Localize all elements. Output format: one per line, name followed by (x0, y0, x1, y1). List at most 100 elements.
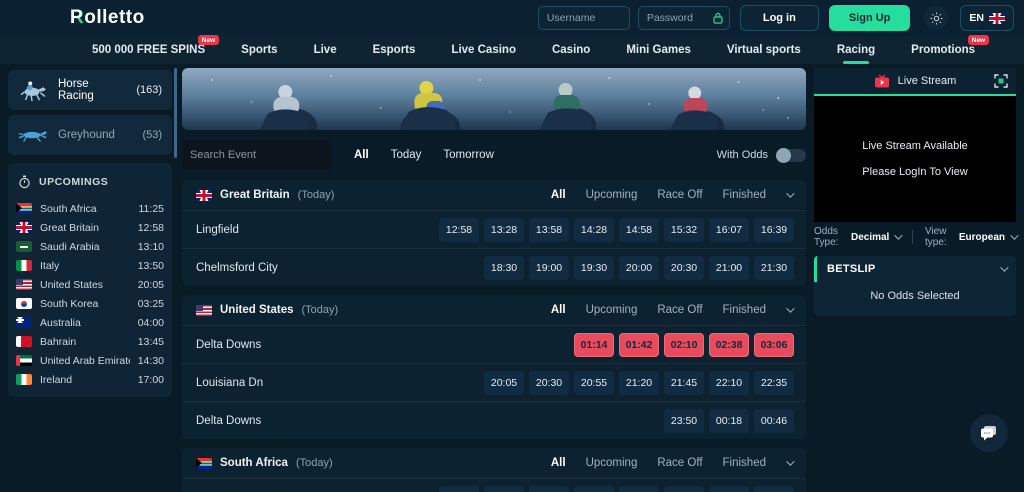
race-time-chip[interactable]: 00:18 (709, 408, 749, 433)
day-tab[interactable]: All (354, 149, 369, 161)
track-row[interactable]: Delta Downs 01:14 01:42 02:10 02:38 (182, 325, 806, 363)
race-time-chip[interactable]: 21:00 (709, 255, 749, 280)
nav-item[interactable]: 500 000 FREE SPINS New (92, 35, 220, 64)
section-filter-tab[interactable]: Race Off (657, 189, 703, 201)
race-time-chip[interactable]: 15:30 (754, 485, 794, 492)
day-tab[interactable]: Today (390, 149, 422, 161)
nav-item[interactable]: Mini Games (626, 36, 691, 64)
race-time-chip[interactable]: 13:58 (529, 217, 569, 242)
rolletto-logo[interactable]: Rolletto (70, 7, 145, 29)
race-time-chip[interactable]: 16:39 (754, 217, 794, 242)
race-time-chip[interactable]: 13:10 (574, 485, 614, 492)
section-filter-tab[interactable]: All (550, 304, 566, 316)
sidebar-scrollbar[interactable] (174, 68, 177, 158)
username-input[interactable] (537, 6, 630, 30)
track-row[interactable]: Chelmsford City 18:30 19:00 19:30 20:00 (182, 248, 806, 286)
chevron-down-icon[interactable] (786, 457, 795, 466)
race-time-chip[interactable]: 14:55 (709, 485, 749, 492)
race-time-chip[interactable]: 16:07 (709, 217, 749, 242)
nav-item[interactable]: Virtual sports (727, 36, 801, 64)
nav-item[interactable]: Esports (373, 36, 416, 64)
section-filter-tab[interactable]: Race Off (657, 304, 703, 316)
race-time-chip[interactable]: 01:14 (574, 332, 614, 357)
upcoming-country-row[interactable]: United States 20:05 (16, 275, 164, 294)
language-selector[interactable]: EN (960, 5, 1014, 31)
nav-item[interactable]: Live (314, 36, 337, 64)
race-time-chip[interactable]: 19:00 (529, 255, 569, 280)
search-event-input[interactable] (190, 149, 332, 161)
race-time-chip[interactable]: 20:05 (484, 370, 524, 395)
race-time-chip[interactable]: 12:35 (529, 485, 569, 492)
chevron-down-icon[interactable] (786, 189, 795, 198)
race-time-chip[interactable]: 13:45 (619, 485, 659, 492)
upcoming-country-row[interactable]: South Korea 03:25 (16, 294, 164, 313)
password-input[interactable] (637, 6, 730, 30)
upcoming-country-row[interactable]: United Arab Emirates 14:30 (16, 351, 164, 370)
section-filter-tab[interactable]: All (550, 457, 566, 469)
race-time-chip[interactable]: 22:35 (754, 370, 794, 395)
race-time-chip[interactable]: 12:58 (439, 217, 479, 242)
section-filter-tab[interactable]: Finished (722, 457, 766, 469)
theme-toggle-button[interactable] (924, 6, 949, 30)
signup-button[interactable]: Sign Up (828, 5, 911, 31)
fullscreen-icon[interactable] (994, 74, 1008, 88)
upcoming-country-row[interactable]: Great Britain 12:58 (16, 218, 164, 237)
race-time-chip[interactable]: 03:06 (754, 332, 794, 357)
section-filter-tab[interactable]: Upcoming (585, 304, 638, 316)
track-row[interactable]: Louisiana Dn 20:05 20:30 20:55 21:20 (182, 363, 806, 401)
nav-item[interactable]: Sports (241, 36, 277, 64)
race-time-chip[interactable]: 12:00 (484, 485, 524, 492)
nav-item[interactable]: Promotions New (911, 35, 990, 64)
track-row[interactable]: Lingfield 12:58 13:28 13:58 14:28 (182, 210, 806, 248)
with-odds-toggle[interactable] (776, 147, 806, 163)
race-time-chip[interactable]: 02:10 (664, 332, 704, 357)
race-time-chip[interactable]: 19:30 (574, 255, 614, 280)
race-time-chip[interactable]: 22:10 (709, 370, 749, 395)
nav-item[interactable]: Racing (837, 36, 875, 64)
betslip-header[interactable]: BETSLIP (814, 256, 1016, 282)
race-time-chip[interactable]: 11:25 (439, 485, 479, 492)
sidebar-item-horse-racing[interactable]: Horse Racing (163) (8, 70, 172, 110)
race-time-chip[interactable]: 20:30 (664, 255, 704, 280)
nav-item[interactable]: Live Casino (451, 36, 516, 64)
race-time-chip[interactable]: 00:46 (754, 408, 794, 433)
upcoming-country-row[interactable]: Bahrain 13:45 (16, 332, 164, 351)
race-time-chip[interactable]: 14:58 (619, 217, 659, 242)
race-time-chip[interactable]: 23:50 (664, 408, 704, 433)
race-time-chip[interactable]: 20:30 (529, 370, 569, 395)
track-row[interactable]: Delta Downs 23:50 00:18 00:46 (182, 401, 806, 439)
section-filter-tab[interactable]: Upcoming (585, 189, 638, 201)
race-time-chip[interactable]: 14:20 (664, 485, 704, 492)
odds-type-select[interactable]: Decimal (851, 231, 904, 243)
upcoming-country-row[interactable]: Ireland 17:00 (16, 370, 164, 389)
upcoming-country-row[interactable]: South Africa 11:25 (16, 199, 164, 218)
live-chat-button[interactable] (970, 414, 1008, 452)
race-time-chip[interactable]: 20:55 (574, 370, 614, 395)
view-type-select[interactable]: European (959, 231, 1019, 243)
login-button[interactable]: Log in (739, 5, 819, 31)
race-time-chip[interactable]: 18:30 (484, 255, 524, 280)
section-filter-tab[interactable]: Finished (722, 189, 766, 201)
section-filter-tab[interactable]: Finished (722, 304, 766, 316)
race-time-chip[interactable]: 13:28 (484, 217, 524, 242)
chevron-down-icon[interactable] (786, 304, 795, 313)
sidebar-item-greyhound[interactable]: Greyhound (53) (8, 115, 172, 155)
race-time-chip[interactable]: 21:20 (619, 370, 659, 395)
track-row[interactable]: Vaal 11:25 12:00 12:35 13:10 13: (182, 478, 806, 492)
day-tab[interactable]: Tomorrow (443, 149, 494, 161)
race-time-chip[interactable]: 15:32 (664, 217, 704, 242)
section-filter-tab[interactable]: All (550, 189, 566, 201)
upcoming-country-row[interactable]: Italy 13:50 (16, 256, 164, 275)
section-filter-tab[interactable]: Race Off (657, 457, 703, 469)
upcoming-country-row[interactable]: Saudi Arabia 13:10 (16, 237, 164, 256)
race-time-chip[interactable]: 21:30 (754, 255, 794, 280)
race-time-chip[interactable]: 01:42 (619, 332, 659, 357)
search-event-box[interactable] (182, 140, 332, 170)
race-time-chip[interactable]: 21:45 (664, 370, 704, 395)
race-time-chip[interactable]: 02:38 (709, 332, 749, 357)
upcoming-country-row[interactable]: Australia 04:00 (16, 313, 164, 332)
race-time-chip[interactable]: 14:28 (574, 217, 614, 242)
race-time-chip[interactable]: 20:00 (619, 255, 659, 280)
section-filter-tab[interactable]: Upcoming (585, 457, 638, 469)
nav-item[interactable]: Casino (552, 36, 590, 64)
